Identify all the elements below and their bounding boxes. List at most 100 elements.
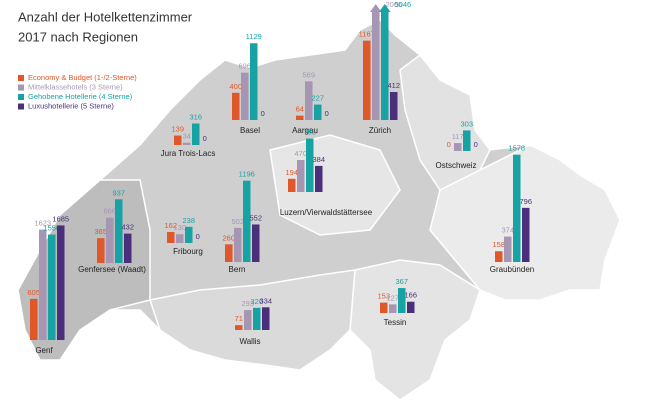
- value-label: 153: [377, 292, 390, 301]
- bar: [57, 225, 65, 340]
- bar: [115, 199, 123, 263]
- value-label: 293: [241, 299, 254, 308]
- bar: [314, 104, 322, 120]
- title-line: 2017 nach Regionen: [18, 29, 138, 44]
- bar: [296, 115, 304, 120]
- bar: [495, 251, 503, 262]
- value-label: 1129: [246, 32, 262, 41]
- value-label: 5046: [395, 0, 412, 9]
- bar: [232, 92, 240, 120]
- region-label: Graubünden: [490, 265, 534, 274]
- value-label: 1578: [508, 144, 525, 153]
- value-label: 238: [182, 216, 195, 225]
- value-label: 400: [229, 82, 242, 91]
- map: [17, 19, 621, 401]
- region-label: Luzern/Vierwaldstättersee: [280, 208, 373, 217]
- region-luzern: [269, 134, 401, 236]
- legend-swatch: [18, 103, 24, 110]
- region-label: Jura Trois-Lacs: [161, 149, 216, 158]
- bar: [262, 307, 270, 330]
- value-label: 696: [238, 62, 251, 71]
- bar: [390, 91, 398, 120]
- overflow-arrow: [370, 4, 382, 12]
- value-label: 412: [387, 81, 400, 90]
- bar: [174, 135, 182, 145]
- region-label: Aargau: [292, 126, 318, 135]
- value-label: 64: [296, 105, 304, 114]
- overflow-arrow: [379, 4, 391, 12]
- bar: [315, 165, 323, 192]
- value-label: 334: [259, 296, 272, 305]
- legend-label: Economy & Budget (1-/2-Sterne): [28, 73, 137, 82]
- value-label: 1196: [239, 170, 255, 179]
- region-label: Tessin: [384, 318, 407, 327]
- region-wallis: [149, 269, 356, 371]
- bar: [244, 310, 252, 330]
- bar: [106, 217, 114, 263]
- value-label: 303: [460, 119, 473, 128]
- value-label: 139: [171, 125, 184, 134]
- bar: [381, 12, 389, 120]
- bar: [407, 301, 415, 313]
- bar: [253, 307, 261, 330]
- value-label: 1550: [43, 224, 60, 233]
- bar: [306, 138, 314, 192]
- value-label: 666: [103, 207, 116, 216]
- value-label: 1685: [52, 214, 69, 223]
- region-tessin: [349, 259, 481, 401]
- value-label: 260: [222, 233, 235, 242]
- legend-label: Gehobene Hotellerie (4 Sterne): [28, 92, 133, 101]
- region-label: Wallis: [239, 337, 260, 346]
- value-label: 316: [189, 112, 202, 121]
- bar: [297, 160, 305, 192]
- bar: [522, 207, 530, 262]
- value-label: 1623: [34, 219, 51, 228]
- legend-swatch: [18, 94, 24, 100]
- region-label: Genfersee (Waadt): [78, 265, 146, 274]
- bar: [243, 180, 251, 262]
- bar: [185, 226, 193, 243]
- region-ostschweiz: [399, 53, 491, 191]
- bar: [305, 81, 313, 120]
- legend-swatch: [18, 75, 24, 81]
- legend-label: Mittelklassehotels (3 Sterne): [28, 82, 123, 91]
- region-label: Fribourg: [173, 247, 203, 256]
- bar: [380, 302, 388, 313]
- value-label: 0: [325, 109, 329, 118]
- region-label: Zürich: [369, 126, 391, 135]
- bar: [372, 12, 380, 120]
- value-label: 117: [452, 132, 464, 141]
- bar: [252, 224, 260, 262]
- bar: [463, 130, 471, 151]
- value-label: 432: [121, 223, 134, 232]
- value-label: 374: [501, 226, 514, 235]
- bar: [167, 231, 175, 243]
- value-label: 127: [386, 293, 399, 302]
- bar: [398, 288, 406, 313]
- region-label: Bern: [229, 265, 246, 274]
- bar: [183, 142, 191, 145]
- bar: [30, 298, 38, 340]
- value-label: 0: [447, 140, 451, 149]
- value-label: 0: [203, 134, 207, 143]
- bar: [124, 233, 132, 263]
- region-label: Ostschweiz: [436, 161, 477, 170]
- value-label: 937: [112, 188, 125, 197]
- value-label: 0: [196, 232, 200, 241]
- bar: [97, 238, 105, 263]
- value-label: 552: [249, 213, 262, 222]
- bar: [39, 229, 47, 340]
- bar: [192, 123, 200, 145]
- value-label: 384: [312, 155, 325, 164]
- value-label: 158: [492, 240, 505, 249]
- bar: [363, 40, 371, 121]
- title-line: Anzahl der Hotelkettenzimmer: [18, 9, 193, 24]
- bar: [504, 236, 512, 262]
- value-label: 569: [302, 70, 315, 79]
- bar: [225, 244, 233, 262]
- value-label: 166: [404, 291, 417, 300]
- value-label: 194: [285, 168, 298, 177]
- value-label: 367: [395, 277, 408, 286]
- value-label: 326: [250, 297, 263, 306]
